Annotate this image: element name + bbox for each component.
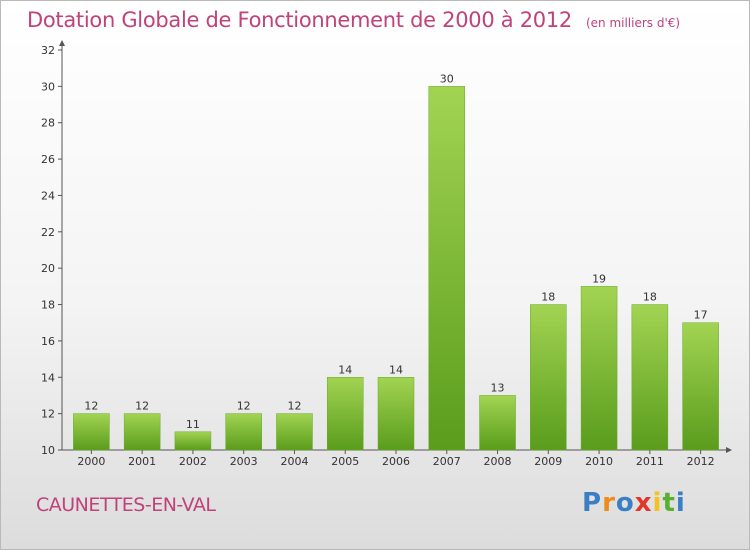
bar-2012 [682,322,719,451]
x-tick-label-2006: 2006 [382,455,410,468]
logo-letter: i [652,488,663,518]
logo-letter: P [582,488,603,518]
commune-name: CAUNETTES-EN-VAL [36,494,216,516]
x-axis-arrow [726,447,732,453]
y-tick-label: 14 [41,371,55,384]
proxiti-logo: Proxiti [582,488,686,518]
y-tick-label: 24 [41,189,55,202]
y-tick-label: 22 [41,226,55,239]
value-label-2005: 14 [338,363,352,376]
bar-2007 [428,86,466,451]
title-text: Dotation Globale de Fonctionnement de 20… [27,8,572,32]
y-tick-label: 30 [41,80,55,93]
x-tick-label-2003: 2003 [230,455,258,468]
y-tick-label: 32 [41,44,55,57]
y-tick-label: 18 [41,299,55,312]
chart-title: Dotation Globale de Fonctionnement de 20… [27,8,680,32]
logo-letter: t [662,488,676,518]
y-tick-label: 12 [41,408,55,421]
bar-2004 [276,413,313,451]
x-tick-label-2010: 2010 [585,455,613,468]
x-tick-label-2000: 2000 [77,455,105,468]
value-label-2004: 12 [287,400,301,413]
title-unit: (en milliers d'€) [585,16,681,30]
value-label-2010: 19 [592,272,606,285]
value-label-2000: 12 [84,400,98,413]
value-label-2003: 12 [237,400,251,413]
y-axis-arrow [59,40,65,46]
logo-letter: i [675,488,686,518]
bar-2010 [580,286,618,451]
value-label-2007: 30 [440,72,454,85]
x-tick-label-2009: 2009 [534,455,562,468]
value-label-2006: 14 [389,363,403,376]
x-tick-label-2005: 2005 [331,455,359,468]
bar-2006 [377,377,415,451]
bar-2009 [530,304,567,451]
value-label-2001: 12 [135,400,149,413]
bar-2002 [174,431,212,451]
value-label-2008: 13 [491,381,505,394]
x-tick-label-2002: 2002 [179,455,207,468]
y-tick-label: 16 [41,335,55,348]
bar-2011 [631,304,669,451]
y-tick-label: 26 [41,153,55,166]
x-tick-label-2012: 2012 [687,455,715,468]
x-tick-label-2007: 2007 [433,455,461,468]
x-tick-label-2011: 2011 [636,455,664,468]
x-tick-label-2001: 2001 [128,455,156,468]
bar-2000 [73,413,110,451]
logo-letter: r [602,488,616,518]
value-label-2012: 17 [694,309,708,322]
bar-2005 [326,377,364,451]
bar-2003 [225,413,262,451]
y-tick-label: 20 [41,262,55,275]
y-tick-label: 10 [41,444,55,457]
value-label-2011: 18 [643,291,657,304]
chart-axes: 10 12 14 16 18 20 22 24 26 28 30 32 2000 2001 2002 2003… [41,40,732,468]
x-tick-label-2008: 2008 [484,455,512,468]
bar-2001 [123,413,161,451]
logo-letter: x [634,488,653,518]
logo-letter: o [615,488,635,518]
y-tick-label: 28 [41,117,55,130]
bar-2008 [479,395,516,451]
chart-bars: 12 12 11 12 12 14 14 30 13 18 19 18 17 [73,72,719,451]
x-tick-label-2004: 2004 [280,455,308,468]
value-label-2002: 11 [186,418,200,431]
value-label-2009: 18 [541,291,555,304]
